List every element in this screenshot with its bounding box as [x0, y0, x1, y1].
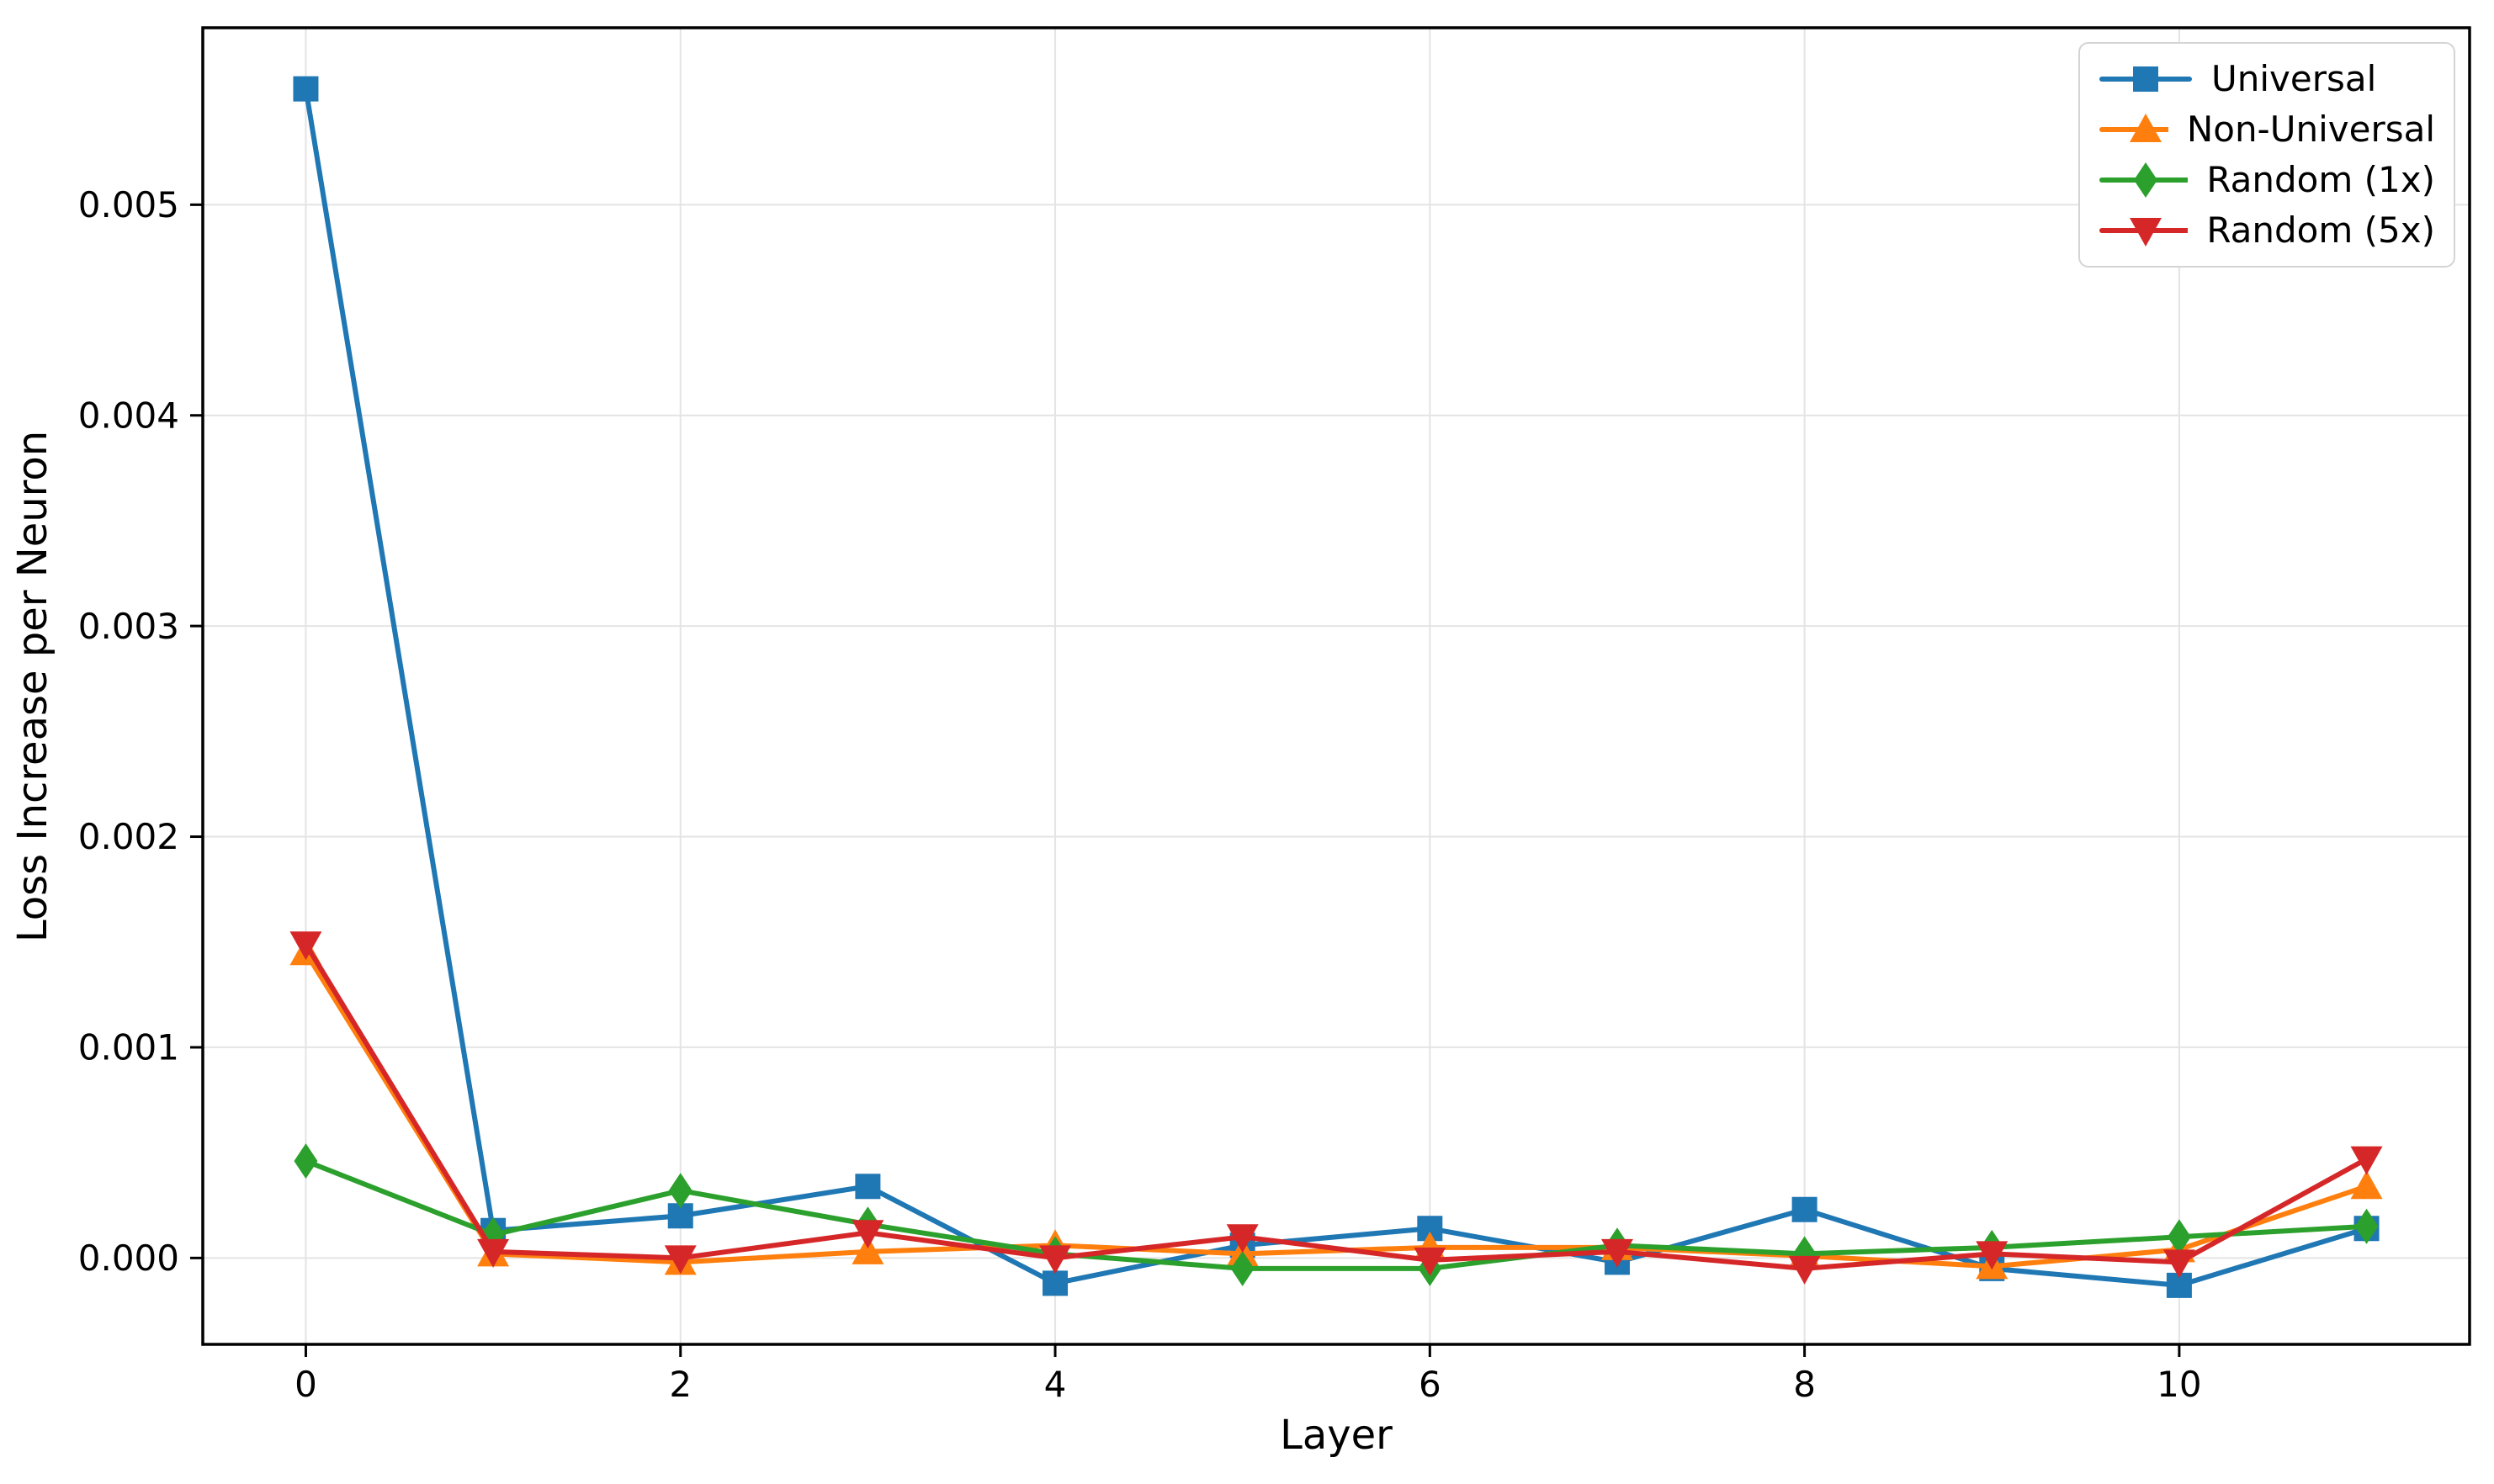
square-marker [855, 1174, 881, 1200]
series-line [303, 86, 2369, 1288]
diamond-marker [2134, 162, 2157, 198]
square-marker [1417, 1216, 1443, 1242]
legend-swatch-triangle-down-icon [2099, 218, 2189, 246]
series-universal [293, 76, 2380, 1298]
legend-swatch-diamond-icon [2099, 162, 2189, 198]
triangle-down-marker [852, 1220, 884, 1249]
y-tick-label: 0.000 [78, 1238, 179, 1279]
y-tick-label: 0.004 [78, 395, 179, 436]
triangle-down-marker [1788, 1255, 1821, 1285]
triangle-down-marker [2162, 1249, 2195, 1279]
triangle-up-marker [852, 1235, 884, 1264]
series-random-5x- [289, 931, 2383, 1285]
triangle-down-marker [2130, 218, 2162, 246]
triangle-down-marker [1600, 1238, 1633, 1268]
legend-item-non-universal: Non-Universal [2099, 111, 2435, 148]
x-tick-label: 0 [295, 1364, 317, 1405]
triangle-up-marker [2130, 114, 2162, 142]
diamond-marker [668, 1173, 692, 1209]
triangle-down-marker [664, 1245, 697, 1275]
legend-label: Non-Universal [2186, 109, 2435, 150]
y-tick-label: 0.002 [78, 816, 179, 857]
legend: Universal Non-Universal Random (1x) Random … [2078, 42, 2455, 268]
triangle-down-marker [477, 1238, 510, 1268]
diamond-marker [2167, 1219, 2191, 1255]
square-marker [1791, 1196, 1817, 1222]
plot-border [201, 26, 2471, 1346]
legend-item-random-1x-: Random (1x) [2099, 162, 2435, 199]
x-tick-label: 6 [1419, 1364, 1441, 1405]
series-layer [289, 76, 2383, 1298]
legend-label: Random (5x) [2206, 209, 2435, 251]
triangle-down-marker [1414, 1247, 1446, 1276]
triangle-down-marker [1226, 1224, 1259, 1253]
y-tick-label: 0.001 [78, 1027, 179, 1068]
diamond-marker [294, 1143, 318, 1179]
x-tick-label: 2 [669, 1364, 692, 1405]
square-marker [667, 1203, 693, 1229]
square-marker [293, 76, 319, 102]
diamond-marker [2354, 1208, 2379, 1244]
legend-label: Random (1x) [2206, 159, 2435, 200]
legend-item-universal: Universal [2099, 61, 2435, 98]
legend-label: Universal [2211, 58, 2377, 99]
legend-swatch-triangle-up-icon [2099, 114, 2168, 142]
legend-swatch-square-icon [2099, 66, 2192, 92]
x-tick-label: 10 [2157, 1364, 2201, 1405]
y-tick-label: 0.005 [78, 184, 179, 225]
series-line [303, 941, 2369, 1271]
x-tick-label: 4 [1044, 1364, 1067, 1405]
triangle-down-marker [1039, 1245, 1072, 1275]
triangle-down-marker [2350, 1146, 2383, 1175]
square-marker [2166, 1272, 2192, 1298]
series-random-1x- [294, 1143, 2379, 1286]
series-non-universal [289, 936, 2383, 1280]
triangle-down-marker [289, 931, 322, 961]
axis-ticks: 0 2 4 6 8 10 0.000 0.001 0.002 0.003 0.004 0.005 [78, 184, 2202, 1405]
x-axis-label: Layer [1280, 1412, 1393, 1459]
legend-item-random-5x-: Random (5x) [2099, 212, 2435, 249]
series-line [303, 1158, 2369, 1271]
triangle-down-marker [1976, 1241, 2008, 1270]
y-tick-label: 0.003 [78, 606, 179, 647]
square-marker [1043, 1270, 1069, 1296]
diamond-marker [1230, 1250, 1255, 1286]
y-axis-label: Loss Increase per Neuron [9, 431, 56, 942]
x-tick-label: 8 [1793, 1364, 1816, 1405]
triangle-up-marker [2350, 1170, 2383, 1200]
square-marker [2133, 66, 2158, 92]
